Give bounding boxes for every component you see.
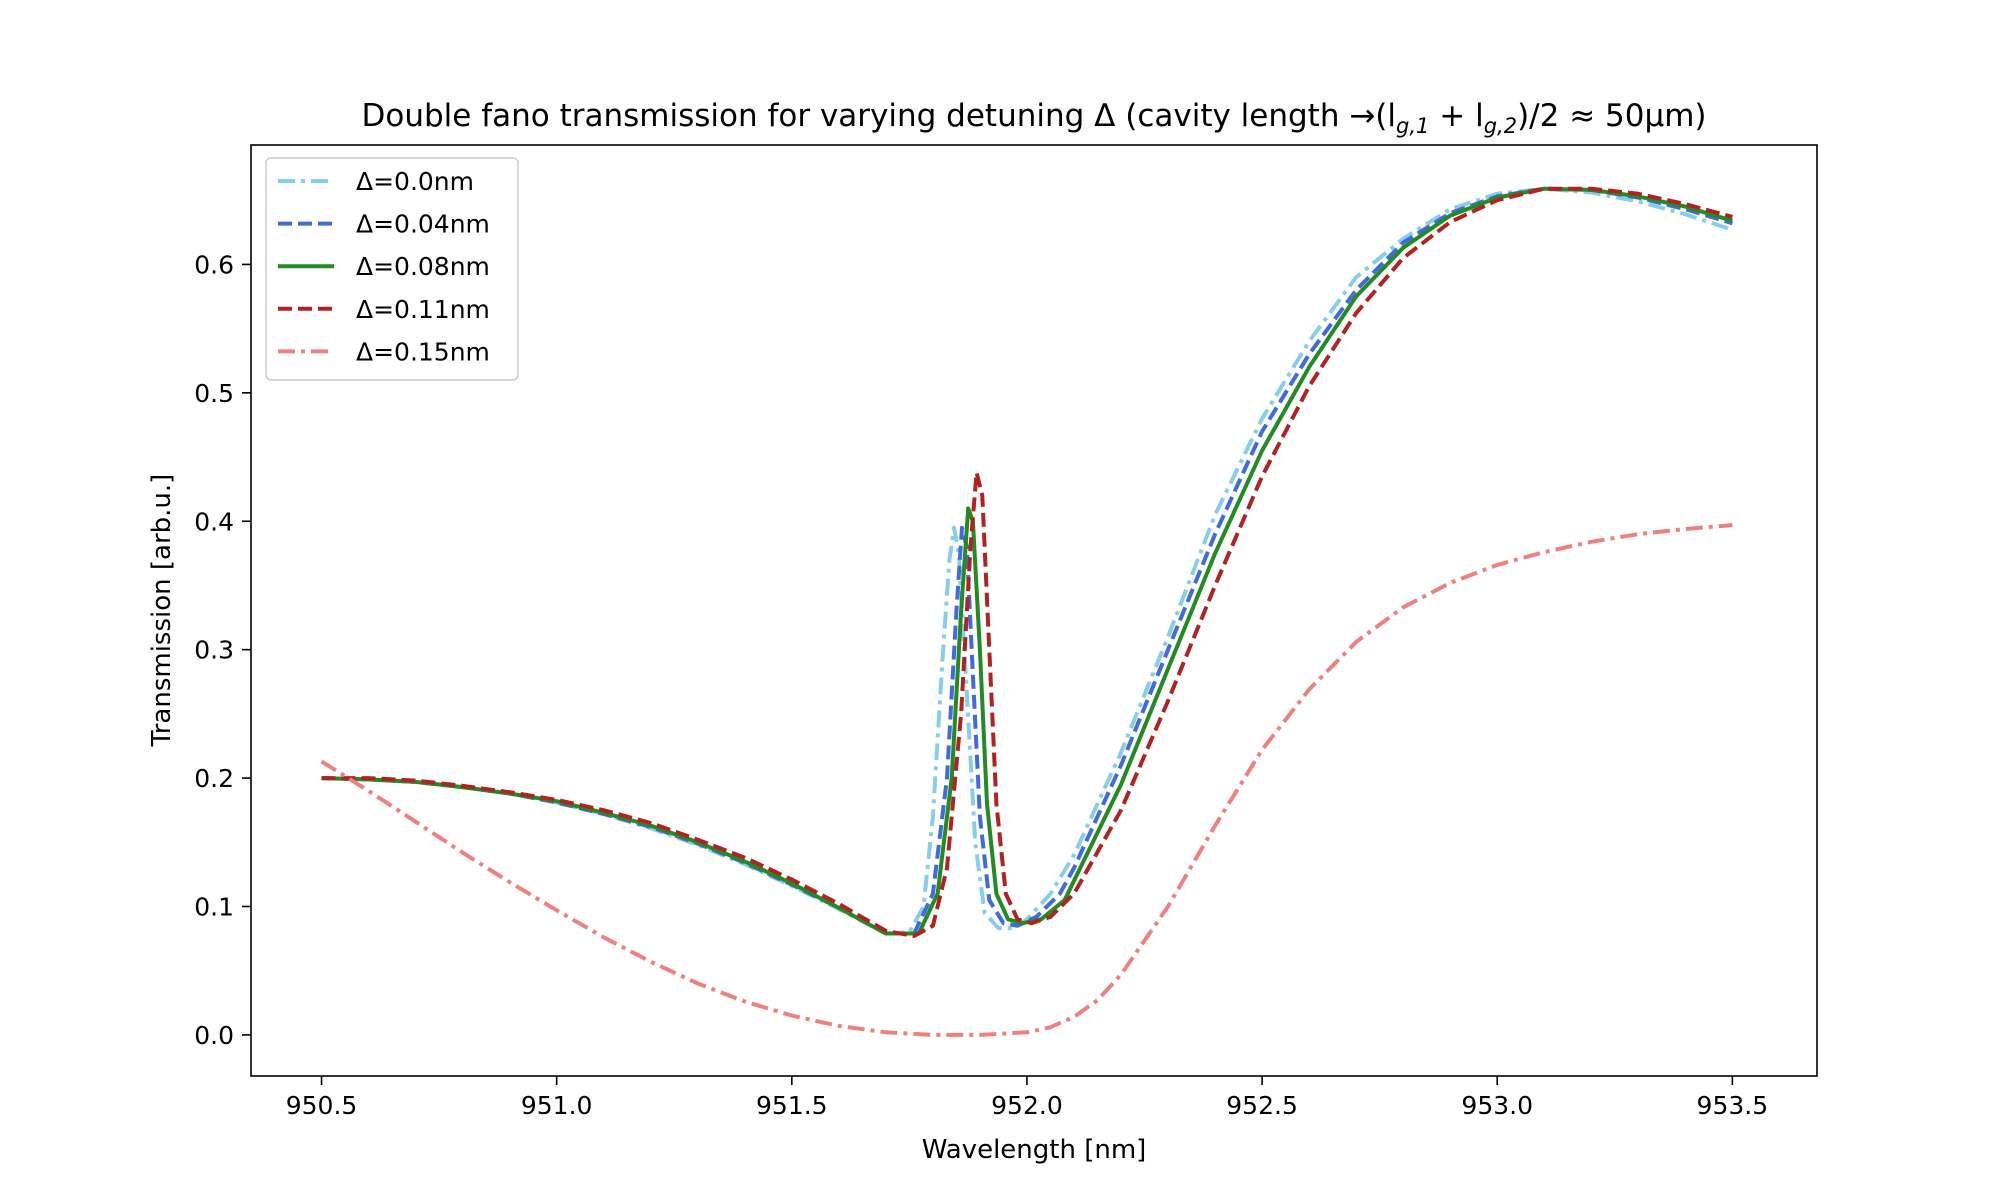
x-tick-label: 953.0 [1461,1091,1533,1120]
legend-frame [265,157,519,381]
x-axis-ticks: 950.5 951.0 951.5 952.0 952.5 953.0 953.5 [286,1076,1768,1120]
x-tick-label: 951.5 [756,1091,828,1120]
y-axis-label: Transmission [arb.u.] [147,474,177,748]
y-axis-ticks: 0.0 0.1 0.2 0.3 0.4 0.5 0.6 [194,250,251,1050]
y-tick-label: 0.6 [194,250,234,279]
x-tick-label: 950.5 [286,1091,358,1120]
y-tick-label: 0.5 [194,379,234,408]
y-tick-label: 0.3 [194,636,234,665]
series-line-1 [321,186,1733,936]
legend-label-4: Δ=0.15nm [356,337,490,366]
legend-label-1: Δ=0.04nm [356,210,490,239]
y-tick-label: 0.4 [194,507,234,536]
series-line-4 [320,523,1733,1037]
series-line-0 [321,186,1734,936]
y-tick-label: 0.1 [194,892,234,921]
x-tick-label: 952.5 [1226,1091,1298,1120]
series-layer [320,186,1734,1037]
series-line-2 [321,186,1733,936]
y-tick-label: 0.0 [194,1021,234,1050]
legend-label-3: Δ=0.11nm [356,295,490,324]
x-tick-label: 951.0 [521,1091,593,1120]
plot-frame [250,144,1818,1077]
x-axis-label: Wavelength [nm] [922,1135,1147,1165]
x-tick-label: 953.5 [1697,1091,1769,1120]
legend: Δ=0.0nm Δ=0.04nm Δ=0.08nm Δ=0.11nm Δ=0.15nm [265,157,519,381]
x-tick-label: 952.0 [991,1091,1063,1120]
chart-title: Double fano transmission for varying det… [362,98,1707,138]
legend-label-2: Δ=0.08nm [356,252,490,281]
legend-label-0: Δ=0.0nm [356,167,474,196]
y-tick-label: 0.2 [194,764,234,793]
